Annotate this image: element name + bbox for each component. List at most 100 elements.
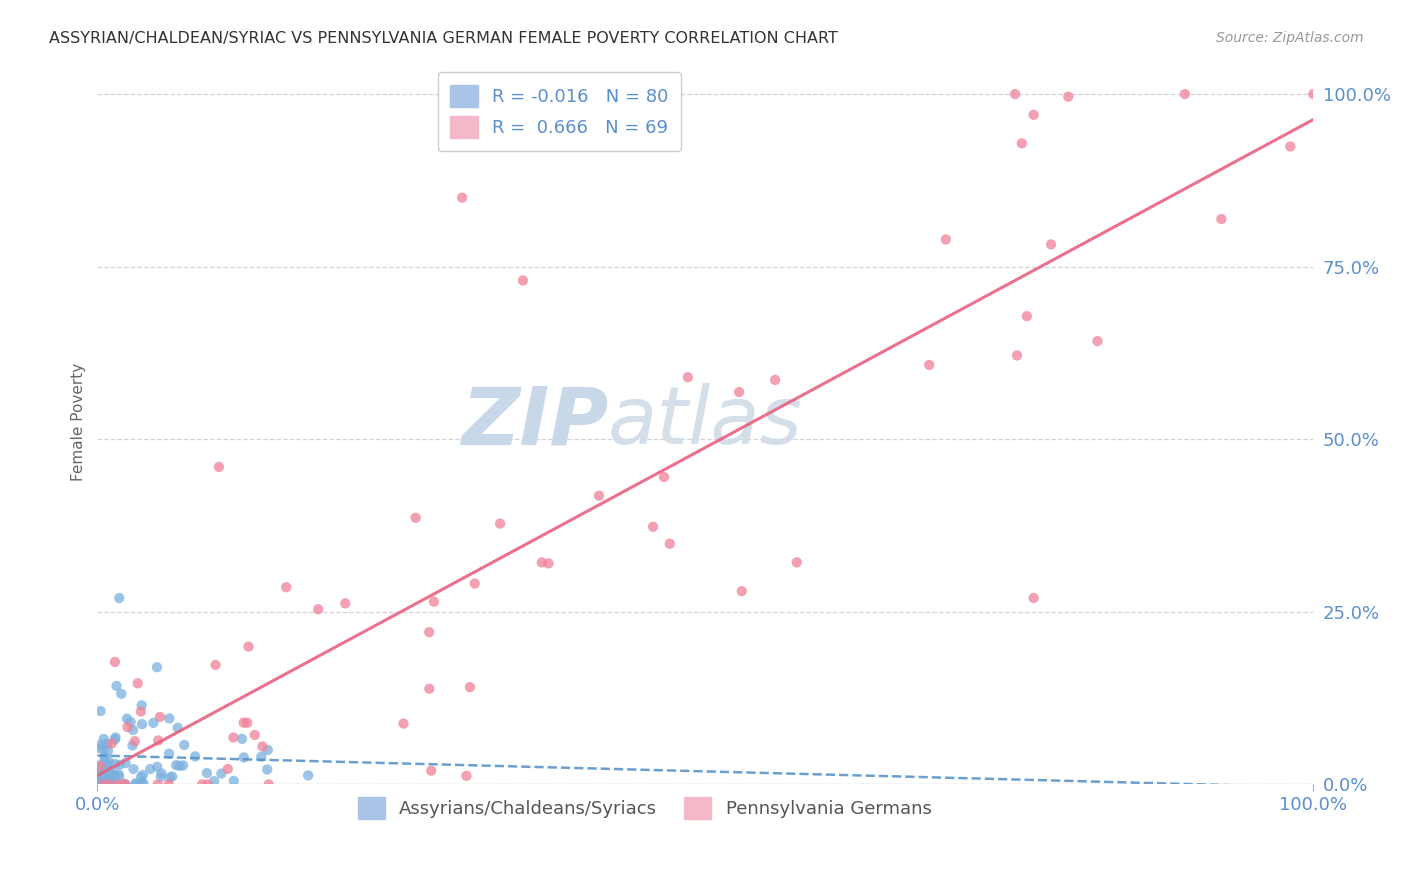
Point	[222, 773, 245, 788]
Point	[728, 384, 751, 399]
Point	[1057, 89, 1080, 103]
Point	[131, 775, 153, 789]
Point	[93, 731, 115, 746]
Point	[100, 737, 122, 751]
Point	[87, 773, 110, 788]
Point	[209, 766, 232, 780]
Point	[90, 704, 112, 718]
Point	[122, 762, 145, 776]
Point	[157, 711, 180, 725]
Y-axis label: Female Poverty: Female Poverty	[72, 363, 86, 481]
Point	[132, 776, 155, 790]
Point	[420, 764, 443, 778]
Point	[108, 591, 131, 605]
Point	[1279, 139, 1302, 153]
Point	[114, 756, 136, 770]
Point	[87, 767, 110, 781]
Point	[464, 576, 486, 591]
Point	[146, 760, 169, 774]
Point	[104, 731, 127, 745]
Point	[121, 739, 143, 753]
Point	[103, 768, 125, 782]
Point	[157, 777, 180, 791]
Point	[588, 489, 610, 503]
Point	[89, 764, 111, 779]
Point	[157, 747, 180, 761]
Point	[918, 358, 941, 372]
Point	[160, 770, 183, 784]
Point	[86, 773, 108, 788]
Point	[243, 728, 266, 742]
Point	[307, 602, 329, 616]
Point	[184, 749, 207, 764]
Point	[108, 770, 131, 784]
Point	[423, 595, 446, 609]
Point	[93, 777, 115, 791]
Point	[97, 763, 120, 777]
Point	[112, 777, 135, 791]
Text: Source: ZipAtlas.com: Source: ZipAtlas.com	[1216, 31, 1364, 45]
Point	[195, 766, 218, 780]
Point	[172, 758, 194, 772]
Point	[238, 640, 260, 654]
Point	[537, 557, 560, 571]
Point	[731, 584, 754, 599]
Point	[1011, 136, 1033, 151]
Point	[108, 767, 131, 781]
Point	[763, 373, 786, 387]
Point	[104, 655, 127, 669]
Point	[114, 777, 136, 791]
Point	[217, 762, 239, 776]
Point	[256, 763, 278, 777]
Point	[1005, 349, 1028, 363]
Point	[231, 731, 253, 746]
Point	[159, 771, 181, 785]
Point	[120, 714, 142, 729]
Point	[125, 777, 148, 791]
Point	[96, 737, 118, 751]
Point	[252, 739, 274, 754]
Point	[131, 717, 153, 731]
Point	[90, 738, 112, 752]
Point	[169, 759, 191, 773]
Point	[108, 757, 131, 772]
Point	[124, 734, 146, 748]
Point	[173, 738, 195, 752]
Point	[250, 749, 273, 764]
Point	[97, 755, 120, 769]
Point	[405, 511, 427, 525]
Point	[146, 777, 169, 791]
Point	[129, 770, 152, 784]
Point	[103, 767, 125, 781]
Point	[105, 679, 128, 693]
Point	[97, 770, 120, 784]
Point	[90, 776, 112, 790]
Point	[1040, 237, 1063, 252]
Point	[89, 759, 111, 773]
Point	[122, 723, 145, 737]
Point	[97, 744, 120, 758]
Point	[1087, 334, 1109, 348]
Text: ASSYRIAN/CHALDEAN/SYRIAC VS PENNSYLVANIA GERMAN FEMALE POVERTY CORRELATION CHART: ASSYRIAN/CHALDEAN/SYRIAC VS PENNSYLVANIA…	[49, 31, 838, 46]
Point	[98, 777, 121, 791]
Point	[208, 459, 231, 474]
Point	[89, 741, 111, 756]
Point	[94, 766, 117, 780]
Point	[89, 775, 111, 789]
Point	[297, 768, 319, 782]
Point	[257, 777, 280, 791]
Point	[1211, 212, 1233, 227]
Point	[232, 715, 254, 730]
Point	[392, 716, 415, 731]
Point	[91, 741, 114, 756]
Point	[93, 751, 115, 765]
Point	[142, 715, 165, 730]
Point	[165, 758, 187, 772]
Text: atlas: atlas	[607, 383, 803, 461]
Point	[104, 732, 127, 747]
Point	[1174, 87, 1197, 102]
Point	[150, 766, 173, 780]
Legend: Assyrians/Chaldeans/Syriacs, Pennsylvania Germans: Assyrians/Chaldeans/Syriacs, Pennsylvani…	[350, 789, 939, 826]
Point	[204, 657, 226, 672]
Point	[115, 712, 138, 726]
